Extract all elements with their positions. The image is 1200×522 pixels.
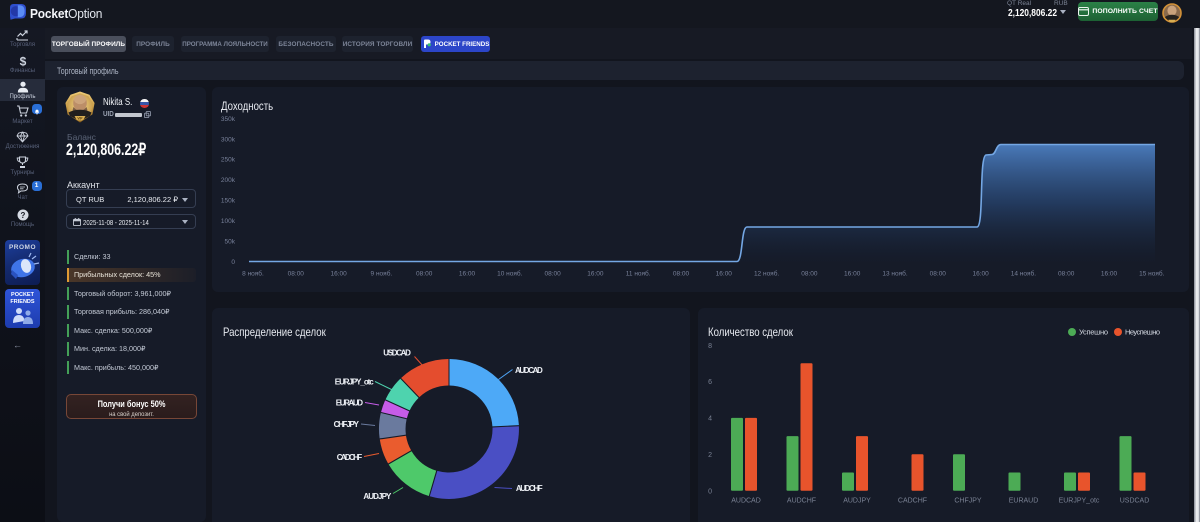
svg-text:9 нояб.: 9 нояб.	[371, 270, 393, 278]
svg-text:8: 8	[708, 343, 712, 350]
svg-text:200k: 200k	[221, 177, 236, 184]
svg-text:8 нояб.: 8 нояб.	[242, 270, 264, 278]
svg-text:6: 6	[708, 379, 712, 386]
svg-text:AUDCHF: AUDCHF	[787, 498, 816, 505]
svg-text:08:00: 08:00	[1058, 271, 1075, 278]
svg-text:CADCHF: CADCHF	[337, 453, 363, 462]
svg-text:08:00: 08:00	[801, 271, 818, 278]
svg-text:4: 4	[708, 416, 712, 423]
svg-text:16:00: 16:00	[972, 271, 989, 278]
svg-text:EURJPY_otc: EURJPY_otc	[335, 378, 374, 387]
svg-text:Неуспешно: Неуспешно	[1125, 328, 1160, 337]
svg-text:CHFJPY: CHFJPY	[954, 498, 982, 505]
svg-text:150k: 150k	[221, 198, 236, 205]
svg-text:350k: 350k	[221, 116, 236, 123]
svg-text:AUDCAD: AUDCAD	[731, 498, 761, 505]
svg-text:2: 2	[708, 452, 712, 459]
svg-text:16:00: 16:00	[1101, 271, 1118, 278]
svg-text:0: 0	[708, 488, 712, 495]
svg-text:USDCAD: USDCAD	[1120, 498, 1150, 505]
svg-text:50k: 50k	[225, 239, 236, 246]
svg-text:16:00: 16:00	[587, 271, 604, 278]
svg-text:08:00: 08:00	[673, 271, 690, 278]
svg-text:300k: 300k	[221, 136, 236, 143]
svg-text:13 нояб.: 13 нояб.	[882, 270, 907, 278]
svg-text:AUDJPY: AUDJPY	[363, 492, 392, 501]
svg-text:12 нояб.: 12 нояб.	[754, 270, 779, 278]
svg-text:16:00: 16:00	[716, 271, 733, 278]
svg-text:$: $	[19, 55, 26, 67]
svg-text:CHFJPY: CHFJPY	[334, 420, 360, 429]
svg-text:USDCAD: USDCAD	[383, 349, 411, 358]
svg-text:08:00: 08:00	[416, 271, 433, 278]
svg-text:16:00: 16:00	[844, 271, 861, 278]
svg-text:?: ?	[20, 211, 25, 220]
svg-text:16:00: 16:00	[330, 271, 347, 278]
svg-text:EURAUD: EURAUD	[336, 399, 363, 408]
svg-text:16:00: 16:00	[459, 271, 476, 278]
svg-text:AUDCAD: AUDCAD	[515, 366, 543, 375]
svg-text:100k: 100k	[221, 218, 236, 225]
svg-text:CADCHF: CADCHF	[898, 498, 927, 505]
svg-text:10 нояб.: 10 нояб.	[497, 270, 522, 278]
svg-text:14 нояб.: 14 нояб.	[1011, 270, 1036, 278]
svg-text:AUDJPY: AUDJPY	[843, 498, 871, 505]
svg-text:EURJPY_otc: EURJPY_otc	[1059, 498, 1100, 505]
svg-text:08:00: 08:00	[544, 271, 561, 278]
svg-text:Успешно: Успешно	[1079, 328, 1108, 337]
svg-text:08:00: 08:00	[288, 271, 305, 278]
svg-text:0: 0	[231, 259, 235, 266]
svg-text:EURAUD: EURAUD	[1009, 498, 1039, 505]
svg-text:250k: 250k	[221, 157, 236, 164]
svg-text:AUDCHF: AUDCHF	[516, 484, 543, 493]
svg-text:15 нояб.: 15 нояб.	[1139, 270, 1164, 278]
svg-text:11 нояб.: 11 нояб.	[626, 270, 651, 278]
svg-text:08:00: 08:00	[930, 271, 947, 278]
svg-text:VIP: VIP	[77, 116, 83, 120]
